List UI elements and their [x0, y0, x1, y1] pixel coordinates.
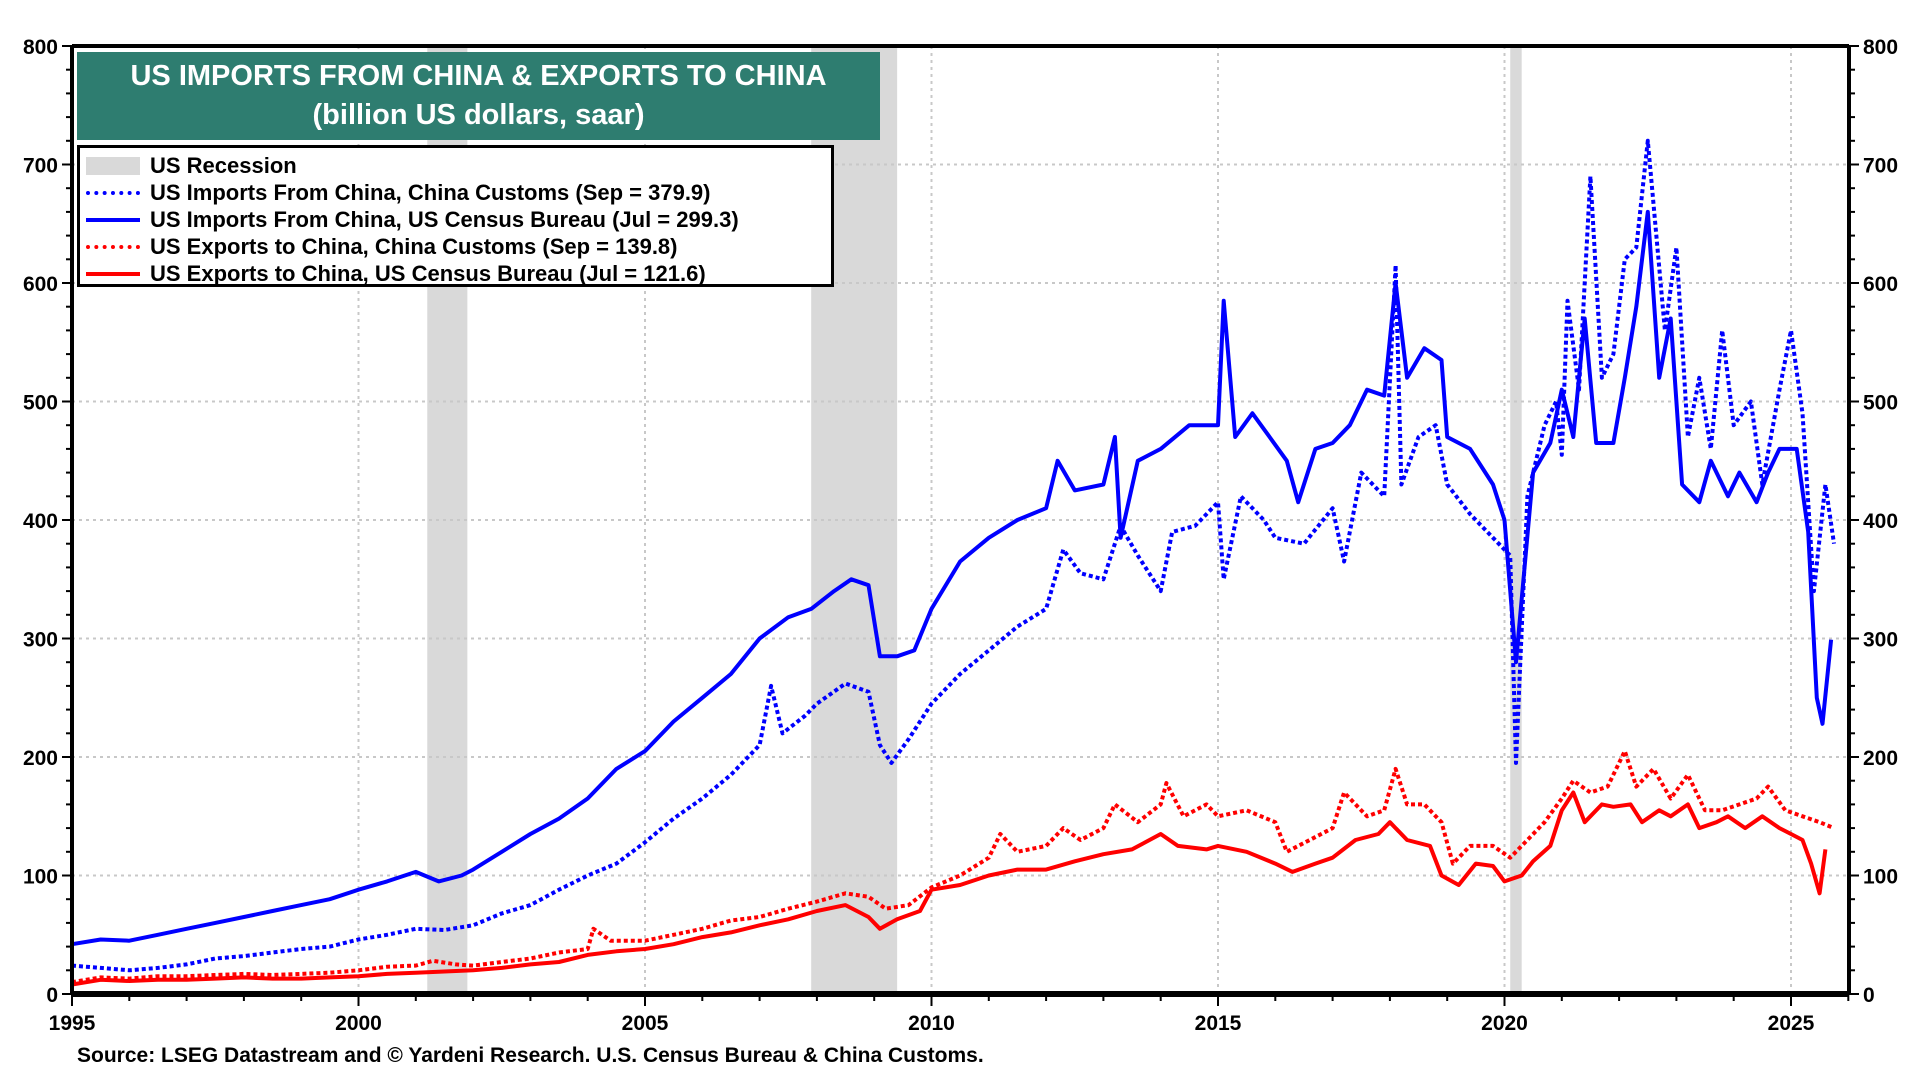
legend-label: US Exports to China, China Customs (Sep … [150, 233, 678, 259]
y-tick-label-left: 800 [23, 36, 58, 59]
y-tick-label-right: 700 [1863, 155, 1898, 178]
dotted-red-line-icon [86, 244, 140, 249]
y-tick-label-left: 700 [23, 155, 58, 178]
series-line [71, 749, 1835, 985]
x-tick-label: 1995 [49, 1012, 96, 1035]
x-tick-label: 2005 [622, 1012, 669, 1035]
solid-red-line-icon [86, 271, 140, 276]
y-tick-label-left: 600 [23, 273, 58, 296]
y-tick-label-right: 800 [1863, 36, 1898, 59]
legend-label: US Recession [150, 152, 297, 178]
tick-labels: 0 0 100 100 200 200 300 300 400 400 500 500 600 600 70… [23, 36, 1898, 1035]
y-tick-label-left: 100 [23, 866, 58, 889]
chart-title-box: US IMPORTS FROM CHINA & EXPORTS TO CHINA… [77, 52, 880, 140]
legend-item-imports-census: US Imports From China, US Census Bureau … [86, 206, 825, 233]
y-tick-label-left: 0 [46, 984, 58, 1007]
chart-subtitle: (billion US dollars, saar) [312, 99, 645, 131]
source-note: Source: LSEG Datastream and © Yardeni Re… [77, 1044, 984, 1067]
legend-item-exports-china-customs: US Exports to China, China Customs (Sep … [86, 233, 825, 260]
dotted-blue-line-icon [86, 190, 140, 195]
y-tick-label-right: 600 [1863, 273, 1898, 296]
x-tick-label: 2010 [908, 1012, 955, 1035]
x-tick-label: 2020 [1481, 1012, 1528, 1035]
y-tick-label-left: 500 [23, 392, 58, 415]
y-tick-label-left: 400 [23, 510, 58, 533]
recession-swatch-icon [86, 156, 140, 175]
legend-label: US Imports From China, US Census Bureau … [150, 206, 739, 232]
y-tick-label-right: 500 [1863, 392, 1898, 415]
y-tick-label-left: 200 [23, 747, 58, 770]
legend: US Recession US Imports From China, Chin… [77, 145, 834, 287]
series-line [71, 209, 1834, 947]
y-tick-label-right: 0 [1863, 984, 1875, 1007]
x-tick-label: 2015 [1195, 1012, 1242, 1035]
y-tick-label-right: 200 [1863, 747, 1898, 770]
solid-blue-line-icon [86, 217, 140, 222]
x-tick-label: 2000 [335, 1012, 382, 1035]
series-line [71, 790, 1828, 987]
x-tick-label: 2025 [1768, 1012, 1815, 1035]
legend-label: US Exports to China, US Census Bureau (J… [150, 260, 706, 286]
legend-item-imports-china-customs: US Imports From China, China Customs (Se… [86, 179, 825, 206]
y-tick-label-right: 400 [1863, 510, 1898, 533]
axes [62, 44, 1859, 1006]
legend-label: US Imports From China, China Customs (Se… [150, 179, 711, 205]
y-tick-label-right: 300 [1863, 629, 1898, 652]
legend-item-exports-census: US Exports to China, US Census Bureau (J… [86, 260, 825, 287]
chart-title: US IMPORTS FROM CHINA & EXPORTS TO CHINA [130, 60, 827, 92]
series-line [71, 138, 1836, 973]
y-tick-label-right: 100 [1863, 866, 1898, 889]
y-tick-label-left: 300 [23, 629, 58, 652]
legend-item-recession: US Recession [86, 152, 825, 179]
series-lines [71, 138, 1836, 987]
